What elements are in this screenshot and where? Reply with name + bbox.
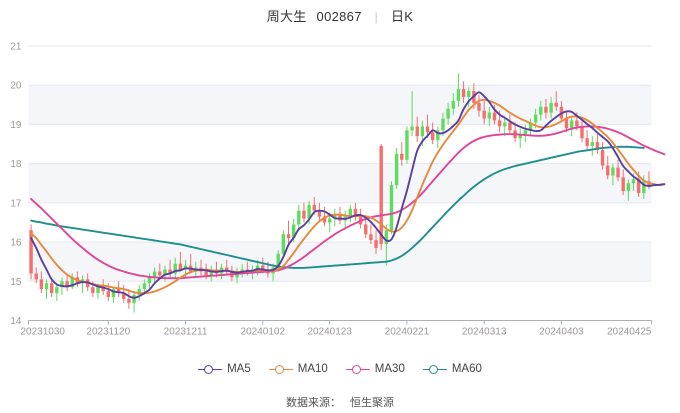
title-separator: | <box>374 10 379 24</box>
stock-code: 002867 <box>316 9 362 24</box>
svg-text:20240123: 20240123 <box>307 327 352 338</box>
svg-text:19: 19 <box>10 120 22 131</box>
chart-title: 周大生 002867 | 日K <box>0 6 680 25</box>
svg-text:20231211: 20231211 <box>164 327 208 338</box>
data-source-name: 恒生聚源 <box>350 397 395 409</box>
legend-label-ma5: MA5 <box>227 363 251 375</box>
svg-text:15: 15 <box>10 277 22 288</box>
ma30-line-swatch-icon <box>345 364 370 375</box>
legend-label-ma60: MA60 <box>451 363 482 375</box>
ma60-line-swatch-icon <box>422 364 447 375</box>
svg-text:20240102: 20240102 <box>241 327 286 338</box>
svg-text:14: 14 <box>10 316 22 327</box>
legend-label-ma10: MA10 <box>297 363 328 375</box>
data-source-label: 数据来源： <box>285 397 341 409</box>
svg-text:17: 17 <box>10 198 22 209</box>
svg-text:18: 18 <box>10 159 22 170</box>
svg-text:20240221: 20240221 <box>385 327 430 338</box>
svg-text:20240313: 20240313 <box>462 327 507 338</box>
legend-item-ma60[interactable]: MA60 <box>422 363 482 375</box>
svg-text:16: 16 <box>10 238 22 249</box>
svg-text:20240425: 20240425 <box>607 327 652 338</box>
legend-label-ma30: MA30 <box>374 363 405 375</box>
svg-text:20: 20 <box>10 81 22 92</box>
data-source-note: 数据来源： 恒生聚源 <box>0 394 680 410</box>
stock-name: 周大生 <box>266 9 307 24</box>
chart-legend: MA5 MA10 MA30 MA60 <box>0 363 680 375</box>
chart-period: 日K <box>391 9 414 24</box>
ma10-line-swatch-icon <box>268 364 293 375</box>
svg-text:20231030: 20231030 <box>21 327 66 338</box>
legend-item-ma5[interactable]: MA5 <box>198 363 251 375</box>
svg-text:20231120: 20231120 <box>86 327 130 338</box>
legend-item-ma10[interactable]: MA10 <box>268 363 328 375</box>
legend-item-ma30[interactable]: MA30 <box>345 363 405 375</box>
ma5-line-swatch-icon <box>198 364 223 375</box>
svg-text:21: 21 <box>10 42 22 53</box>
svg-text:20240403: 20240403 <box>539 327 584 338</box>
